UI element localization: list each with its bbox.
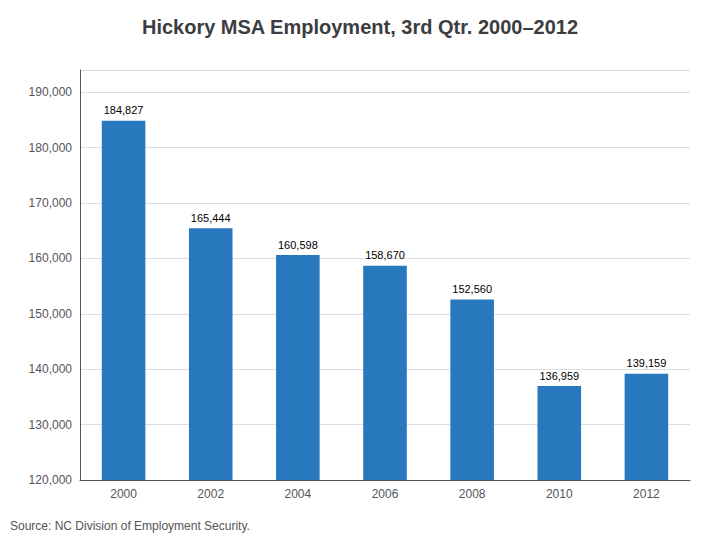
svg-text:2000: 2000 [110, 487, 137, 501]
svg-text:170,000: 170,000 [29, 196, 73, 210]
svg-text:2006: 2006 [372, 487, 399, 501]
svg-text:2008: 2008 [459, 487, 486, 501]
svg-text:2012: 2012 [633, 487, 660, 501]
svg-text:165,444: 165,444 [191, 212, 231, 224]
svg-text:2010: 2010 [546, 487, 573, 501]
svg-text:136,959: 136,959 [539, 370, 579, 382]
svg-text:190,000: 190,000 [29, 85, 73, 99]
svg-text:Source: NC Division of Employm: Source: NC Division of Employment Securi… [10, 519, 250, 533]
svg-text:Hickory MSA Employment, 3rd Qt: Hickory MSA Employment, 3rd Qtr. 2000–20… [142, 16, 578, 38]
svg-text:180,000: 180,000 [29, 141, 73, 155]
svg-text:184,827: 184,827 [104, 104, 144, 116]
svg-text:2004: 2004 [285, 487, 312, 501]
svg-text:139,159: 139,159 [627, 357, 667, 369]
svg-text:120,000: 120,000 [29, 473, 73, 487]
svg-text:150,000: 150,000 [29, 307, 73, 321]
svg-text:130,000: 130,000 [29, 418, 73, 432]
svg-text:160,598: 160,598 [278, 239, 318, 251]
svg-text:140,000: 140,000 [29, 362, 73, 376]
svg-text:2002: 2002 [197, 487, 224, 501]
svg-text:152,560: 152,560 [452, 283, 492, 295]
svg-text:160,000: 160,000 [29, 251, 73, 265]
svg-text:158,670: 158,670 [365, 249, 405, 261]
